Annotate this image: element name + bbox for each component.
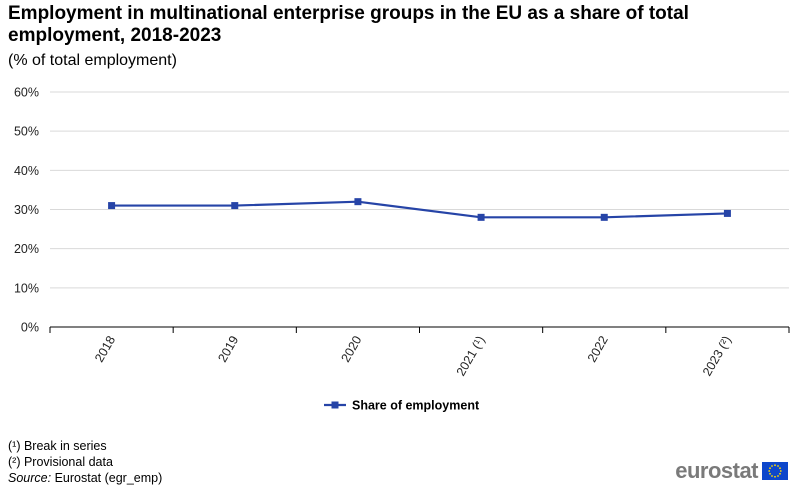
chart-subtitle: (% of total employment) — [8, 52, 177, 69]
data-point — [477, 213, 485, 221]
line-chart: 0% 10% 20% 30% 40% 50% 60% 2018 2019 2020 2021 (¹… — [14, 86, 790, 413]
series-line — [111, 200, 728, 219]
x-tick-label: 2018 — [92, 333, 118, 364]
y-tick-label: 0% — [21, 321, 39, 335]
logo-text: eurostat — [675, 458, 758, 483]
source-text: Eurostat (egr_emp) — [54, 471, 163, 485]
footnotes: (¹) Break in series (²) Provisional data… — [8, 438, 162, 486]
legend-swatch-marker — [331, 401, 339, 409]
x-tick-label: 2023 (²) — [700, 334, 734, 379]
x-tick-label: 2022 — [585, 333, 611, 364]
x-tick-label: 2019 — [215, 333, 241, 364]
legend-label: Share of employment — [352, 399, 480, 413]
y-tick-label: 20% — [14, 242, 39, 256]
y-tick-label: 40% — [14, 164, 39, 178]
y-tick-label: 60% — [14, 86, 39, 100]
source-line: Source: Eurostat (egr_emp) — [8, 470, 162, 486]
eurostat-logo: eurostat — [675, 458, 788, 484]
data-point — [600, 213, 608, 221]
data-point — [354, 198, 362, 206]
footnote-provisional-data: (²) Provisional data — [8, 455, 113, 469]
data-point — [108, 202, 116, 210]
footnote-break-in-series: (¹) Break in series — [8, 439, 107, 453]
x-tick-label: 2020 — [338, 333, 364, 364]
data-point — [231, 202, 239, 210]
y-tick-label: 10% — [14, 281, 39, 295]
source-label: Source: — [8, 471, 52, 485]
x-tick-label: 2021 (¹) — [454, 334, 488, 379]
y-tick-label: 50% — [14, 125, 39, 139]
data-point — [723, 209, 731, 217]
eu-flag-icon — [762, 462, 788, 480]
chart-title: Employment in multinational enterprise g… — [8, 3, 689, 46]
y-tick-label: 30% — [14, 203, 39, 217]
